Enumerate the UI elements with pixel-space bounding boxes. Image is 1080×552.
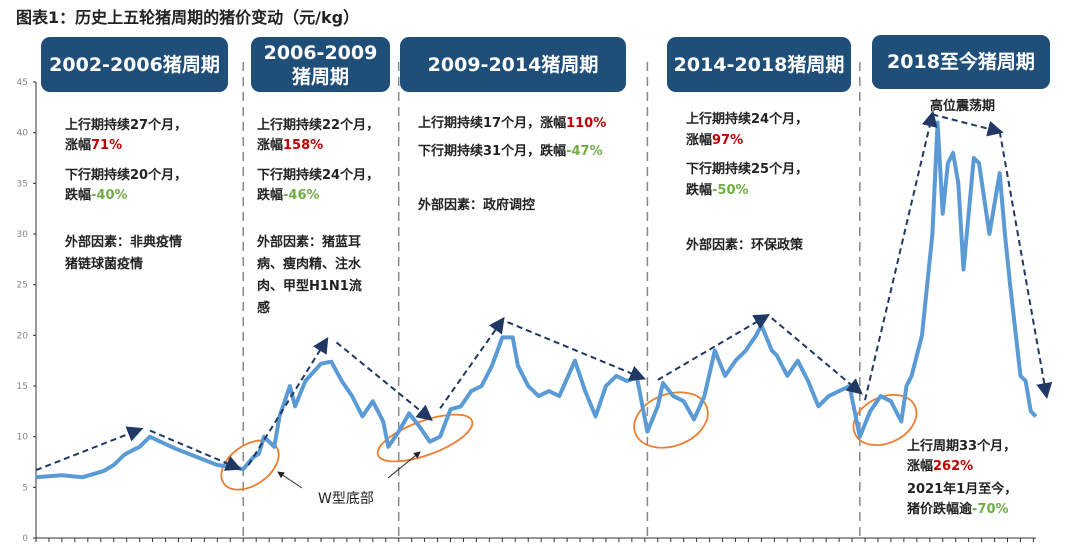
- cycle-1-note: 外部因素：非典疫情: [65, 235, 182, 251]
- cycle-5-note: 上行周期33个月，: [907, 439, 1016, 455]
- trend-arrow: [35, 426, 144, 472]
- trend-arrow: [507, 321, 646, 381]
- note-text: 涨幅: [257, 138, 284, 153]
- cycle-2-note: 涨幅158%: [257, 138, 323, 154]
- rise-percent: 71%: [91, 138, 123, 153]
- chart-title: 图表1：历史上五轮猪周期的猪价变动（元/kg）: [16, 8, 360, 27]
- w-bottom-label: W型底部: [318, 491, 374, 507]
- cycle-3-note: 下行期持续31个月，跌幅-47%: [418, 144, 603, 160]
- cycle-2-note: 外部因素：猪蓝耳: [257, 235, 361, 251]
- w-bottom-pointer-right: [387, 451, 421, 479]
- note-text: 下行期持续24个月，: [257, 168, 380, 183]
- cycle-1-note: 涨幅71%: [65, 138, 122, 154]
- note-text: 涨幅: [907, 459, 934, 474]
- note-text: 上行周期33个月，: [907, 439, 1017, 454]
- trend-arrow: [335, 341, 433, 421]
- note-text: 下行期持续20个月，: [65, 168, 188, 183]
- y-tick-label: 5: [22, 483, 28, 493]
- cycle-5-note: 猪价跌幅逾-70%: [907, 502, 1009, 518]
- rise-percent: 158%: [283, 138, 324, 153]
- trend-arrow: [149, 429, 242, 471]
- cycle-1-note: 上行期持续27个月，: [65, 118, 187, 134]
- trend-arrow: [771, 317, 863, 395]
- note-text: 猪链球菌疫情: [65, 257, 144, 272]
- cycle-5-note: 涨幅262%: [907, 459, 973, 475]
- y-tick-label: 35: [17, 179, 28, 189]
- note-text: 病、瘦肉精、注水: [257, 257, 362, 272]
- note-text: 跌幅: [65, 188, 92, 203]
- cycle-2-note: 病、瘦肉精、注水: [257, 257, 361, 273]
- decline-percent: -47%: [566, 144, 603, 159]
- note-text: 涨幅: [686, 133, 713, 148]
- cycle-header-2: 2006-2009猪周期: [251, 37, 390, 92]
- cycle-2-note: 上行期持续22个月，: [257, 118, 379, 134]
- note-text: 肉、甲型H1N1流: [257, 279, 362, 294]
- y-tick-label: 15: [17, 382, 28, 392]
- cycle-2-note: 下行期持续24个月，: [257, 168, 379, 184]
- rise-percent: 262%: [933, 459, 974, 474]
- note-text: 上行期持续27个月，: [65, 118, 188, 133]
- cycle-header-3: 2009-2014猪周期: [400, 37, 626, 92]
- trend-arrow: [439, 316, 505, 409]
- y-tick-label: 30: [17, 230, 29, 240]
- note-text: 外部因素：环保政策: [686, 238, 804, 253]
- rise-percent: 97%: [712, 133, 744, 148]
- oscillation-label: 高位震荡期: [930, 99, 996, 114]
- y-tick-label: 10: [17, 433, 29, 443]
- decline-percent: -50%: [712, 183, 749, 198]
- note-text: 涨幅: [65, 138, 92, 153]
- note-text: 上行期持续22个月，: [257, 118, 380, 133]
- trend-arrow: [998, 131, 1053, 400]
- cycle-header-5: 2018至今猪周期: [872, 35, 1050, 89]
- note-text: 上行期持续17个月，涨幅: [418, 116, 567, 131]
- cycle-2-note: 感: [257, 301, 270, 317]
- note-text: 跌幅: [257, 188, 284, 203]
- cycle-4-note: 涨幅97%: [686, 133, 743, 149]
- note-text: 下行期持续25个月，: [686, 162, 809, 177]
- note-text: 感: [257, 301, 271, 316]
- cycle-3-note: 外部因素：政府调控: [418, 198, 535, 214]
- cycle-2-note: 肉、甲型H1N1流: [257, 279, 362, 295]
- cycle-4-note: 下行期持续25个月，: [686, 162, 808, 178]
- note-text: 下行期持续31个月，跌幅: [418, 144, 567, 159]
- note-text: 外部因素：猪蓝耳: [257, 235, 362, 250]
- note-text: 外部因素：非典疫情: [65, 235, 183, 250]
- w-bottom-ellipse: [852, 394, 918, 446]
- note-text: 跌幅: [686, 183, 713, 198]
- pig-price-line: [35, 120, 1038, 480]
- note-text: 外部因素：政府调控: [418, 198, 536, 213]
- y-tick-label: 0: [22, 534, 28, 544]
- cycle-header-1: 2002-2006猪周期: [41, 37, 228, 92]
- cycle-2-note: 跌幅-46%: [257, 188, 320, 204]
- cycle-3-note: 上行期持续17个月，涨幅110%: [418, 116, 606, 132]
- cycle-5-note: 2021年1月至今，: [907, 482, 1017, 498]
- rise-percent: 110%: [566, 116, 607, 131]
- trend-arrow: [932, 113, 1004, 137]
- cycle-1-note: 下行期持续20个月，: [65, 168, 187, 184]
- note-text: 上行期持续24个月，: [686, 112, 809, 127]
- trend-arrow: [247, 337, 329, 466]
- decline-percent: -70%: [972, 502, 1009, 517]
- cycle-1-note: 跌幅-40%: [65, 188, 128, 204]
- note-text: 2021年1月至今，: [907, 482, 1018, 497]
- cycle-header-4: 2014-2018猪周期: [667, 37, 851, 92]
- cycle-4-note: 上行期持续24个月，: [686, 112, 808, 128]
- decline-percent: -40%: [91, 188, 128, 203]
- y-tick-label: 45: [17, 78, 28, 88]
- w-bottom-pointer-left: [277, 471, 303, 489]
- cycle-1-note: 猪链球菌疫情: [65, 257, 143, 273]
- cycle-4-note: 外部因素：环保政策: [686, 238, 803, 254]
- y-tick-label: 20: [17, 331, 29, 341]
- y-tick-label: 25: [17, 281, 28, 291]
- y-tick-label: 40: [17, 129, 29, 139]
- decline-percent: -46%: [283, 188, 320, 203]
- w-bottom-ellipse: [376, 413, 474, 463]
- trend-arrow: [864, 110, 938, 401]
- trend-arrow: [657, 314, 771, 381]
- note-text: 猪价跌幅逾: [907, 502, 973, 517]
- cycle-4-note: 跌幅-50%: [686, 183, 749, 199]
